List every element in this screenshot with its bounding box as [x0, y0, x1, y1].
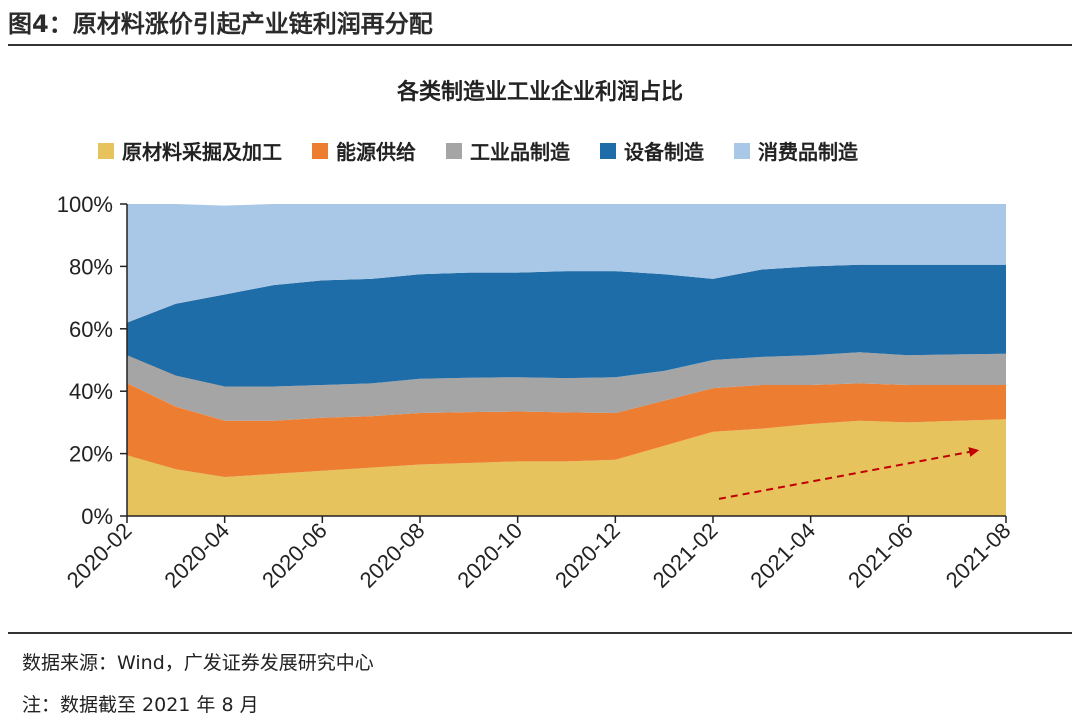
- legend-item-equipment: 设备制造: [600, 136, 704, 165]
- figure-title: 图4：原材料涨价引起产业链利润再分配: [8, 10, 433, 38]
- areas-layer: [127, 204, 1006, 516]
- legend-item-energy: 能源供给: [312, 136, 416, 165]
- x-tick-label: 2021-04: [745, 518, 820, 593]
- y-tick-label: 100%: [57, 192, 113, 217]
- bottom-divider: [8, 632, 1072, 634]
- legend-swatch-industrial: [446, 142, 462, 159]
- x-tick-label: 2020-12: [550, 518, 625, 593]
- x-tick-label: 2021-08: [941, 518, 1016, 593]
- legend-label-energy: 能源供给: [336, 140, 416, 164]
- x-tick-label: 2021-06: [843, 518, 918, 593]
- area-series-energy: [127, 383, 1006, 477]
- legend-item-industrial: 工业品制造: [446, 136, 570, 165]
- y-tick-label: 60%: [69, 317, 113, 342]
- area-series-raw: [127, 419, 1006, 516]
- y-tick-label: 0%: [81, 504, 113, 529]
- legend: 原材料采掘及加工 能源供给 工业品制造 设备制造 消费品制造: [98, 136, 858, 165]
- x-tick-label: 2021-02: [648, 518, 723, 593]
- legend-label-consumer: 消费品制造: [758, 140, 858, 164]
- x-tick-label: 2020-04: [159, 518, 234, 593]
- x-tick-label: 2020-06: [257, 518, 332, 593]
- legend-swatch-energy: [312, 142, 328, 159]
- legend-label-equipment: 设备制造: [624, 140, 704, 164]
- legend-swatch-consumer: [734, 142, 750, 159]
- stacked-area-chart: 0% 20% 40% 60% 80% 100% 2020-02 2020-04 2020-06 2…: [57, 192, 1016, 593]
- area-series-industrial: [127, 352, 1006, 421]
- legend-swatch-raw: [98, 142, 114, 159]
- legend-item-consumer: 消费品制造: [734, 136, 858, 165]
- x-tick-label: 2020-02: [62, 518, 137, 593]
- y-tick-label: 20%: [69, 442, 113, 467]
- y-tick-label: 80%: [69, 254, 113, 279]
- x-tick-label: 2020-08: [355, 518, 430, 593]
- top-divider: [8, 44, 1072, 46]
- legend-label-industrial: 工业品制造: [470, 140, 570, 164]
- chart-title: 各类制造业工业企业利润占比: [396, 80, 683, 105]
- area-series-equipment: [127, 264, 1006, 387]
- legend-label-raw: 原材料采掘及加工: [122, 140, 282, 164]
- footnote: 注：数据截至 2021 年 8 月: [22, 694, 259, 716]
- y-tick-label: 40%: [69, 379, 113, 404]
- legend-swatch-equipment: [600, 142, 616, 159]
- trend-arrow: [718, 447, 980, 500]
- x-tick-label: 2020-10: [452, 518, 527, 593]
- annotations-layer: [718, 447, 980, 500]
- legend-item-raw: 原材料采掘及加工: [98, 136, 282, 165]
- source-note: 数据来源：Wind，广发证券发展研究中心: [22, 652, 374, 674]
- area-series-consumer: [127, 204, 1006, 323]
